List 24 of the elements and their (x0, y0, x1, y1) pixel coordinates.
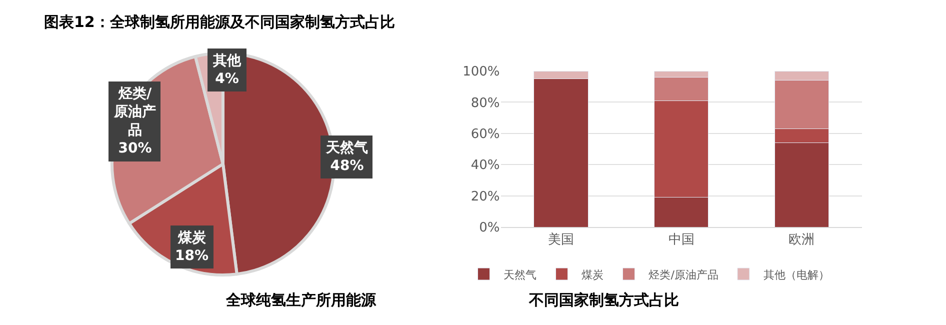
x-tick-label: 中国 (668, 232, 694, 248)
data-label: 30% (118, 140, 152, 157)
chart-title: 图表12：全球制氢所用能源及不同国家制氢方式占比 (44, 13, 395, 31)
x-tick-label: 欧洲 (788, 232, 815, 248)
text: 不同国家制氢方式占比 (528, 291, 679, 309)
text: 全球纯氢生产所用能源 (225, 291, 377, 309)
y-tick-label: 0% (479, 220, 500, 236)
data-label: 4% (215, 71, 239, 88)
data-label: 18% (175, 248, 209, 264)
y-tick-label: 80% (470, 96, 500, 111)
y-tick-label: 100% (462, 64, 500, 80)
y-tick-label: 20% (470, 189, 500, 204)
y-tick-label: 60% (470, 126, 500, 142)
y-tick-label: 40% (470, 158, 500, 174)
slice-label: 其他 (212, 53, 242, 69)
legend-label: 其他（电解） (763, 268, 830, 282)
slice-label: 天然气 (325, 140, 368, 156)
legend-label: 烃类/原油产品 (648, 268, 718, 282)
slice-label: 烃类/原油产品 (113, 86, 156, 138)
legend-label: 天然气 (504, 268, 537, 282)
x-tick-label: 美国 (548, 232, 574, 248)
slice-label: 煤炭 (176, 230, 207, 246)
legend-label: 煤炭 (582, 268, 604, 282)
data-label: 48% (330, 158, 364, 174)
